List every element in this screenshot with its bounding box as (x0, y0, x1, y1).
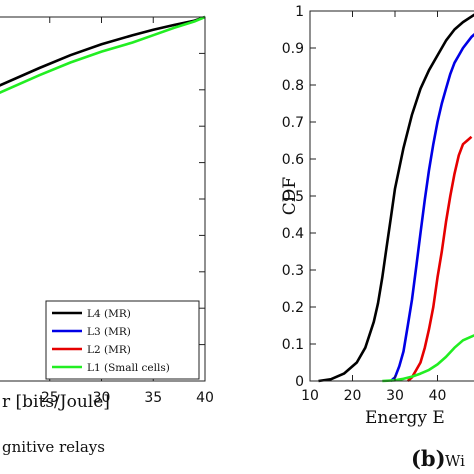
right-series-line-3 (382, 334, 474, 383)
right-y-tick-label: 1 (295, 4, 304, 20)
right-series-line-1 (389, 32, 474, 382)
right-y-tick-label: 0.9 (282, 41, 304, 57)
right-x-tick-label: 40 (429, 388, 447, 404)
left-legend-entry: L2 (MR) (87, 344, 131, 356)
left-caption: gnitive relays (2, 438, 105, 456)
left-x-ticks: 25 30 35 40 (41, 17, 214, 406)
right-y-tick-label: 0.7 (282, 115, 304, 131)
left-legend: L4 (MR) L3 (MR) L2 (MR) L1 (Small cells) (45, 300, 200, 380)
left-x-axis-label: r [bits/Joule] (2, 392, 110, 412)
right-x-ticks: 10 20 30 40 (301, 11, 446, 404)
right-x-tick-label: 10 (301, 388, 319, 404)
left-x-tick-label: 25 (41, 390, 59, 406)
right-x-axis-label: Energy E (365, 408, 445, 428)
left-x-tick-label: 35 (144, 390, 162, 406)
left-x-tick-label: 30 (93, 390, 111, 406)
right-x-tick-label: 20 (344, 388, 362, 404)
left-chart-panel: 25 30 35 40 r [bits/Joule] L4 (MR) L3 (MR) L2… (0, 15, 214, 456)
right-y-tick-label: 0.1 (282, 337, 304, 353)
right-y-tick-label: 0.4 (282, 226, 304, 242)
right-series-line-2 (406, 135, 473, 382)
left-series-line-3 (0, 15, 206, 94)
right-y-tick-label: 0.8 (282, 78, 304, 94)
left-series-line-0 (0, 15, 206, 87)
right-caption: Wi (445, 452, 465, 470)
right-y-tick-label: 0.3 (282, 263, 304, 279)
right-y-tick-label: 0.2 (282, 300, 304, 316)
left-legend-entry: L1 (Small cells) (87, 362, 170, 374)
left-legend-entry: L4 (MR) (87, 308, 131, 320)
right-y-tick-label: 0.6 (282, 152, 304, 168)
right-y-axis-label: CDF (280, 177, 300, 216)
right-y-ticks: 0 0.1 0.2 0.3 0.4 0.5 0.6 0.7 0.8 0.9 1 (282, 4, 316, 390)
right-x-tick-label: 30 (386, 388, 404, 404)
left-plot-area (0, 15, 206, 94)
right-y-tick-label: 0 (295, 374, 304, 390)
left-x-tick-label: 40 (196, 390, 214, 406)
right-series-line-0 (318, 13, 474, 383)
left-legend-entry: L3 (MR) (87, 326, 131, 338)
right-y-tick-label: 0.5 (282, 189, 304, 205)
right-caption-label: (b) (411, 446, 446, 471)
right-plot-area (318, 13, 474, 383)
right-chart-panel: 10 20 30 40 0 0.1 0.2 0.3 0.4 0.5 0.6 0.7 0.8 0.9 1 C… (280, 4, 474, 471)
